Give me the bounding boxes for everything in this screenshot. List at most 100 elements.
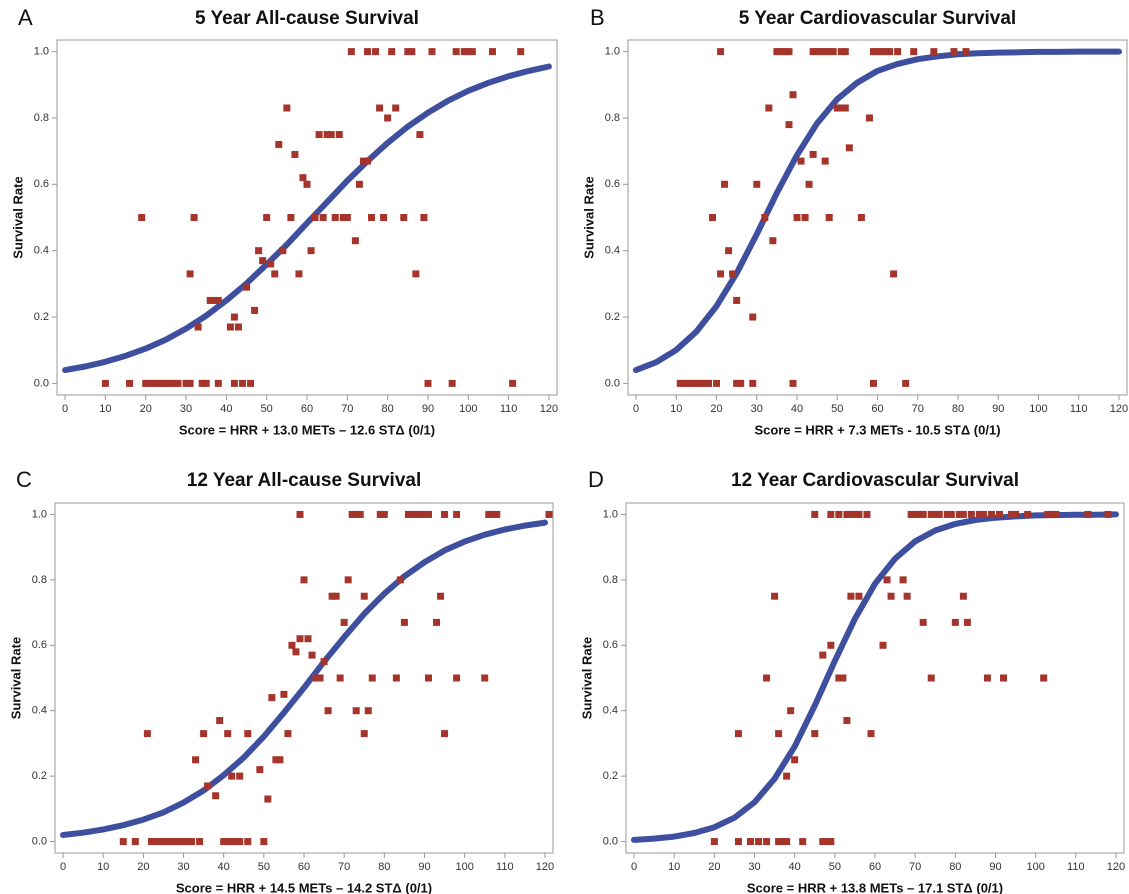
x-tick-label: 20 [710,403,722,415]
y-tick-label: 0.2 [34,311,49,323]
data-point [899,576,907,584]
data-point [843,717,851,725]
data-point [308,651,316,659]
y-tick-label: 0.2 [603,770,618,782]
x-tick-label: 70 [341,403,353,415]
data-point [907,510,915,518]
data-point [931,510,939,518]
x-tick-label: 40 [218,861,230,873]
data-point [328,592,336,600]
data-point [763,838,771,846]
data-point [264,795,272,803]
data-point [910,48,918,56]
data-point [468,48,476,56]
data-point [230,313,238,321]
data-point [911,510,919,518]
data-point [1052,510,1060,518]
plot-frame [627,39,1128,396]
fit-curve [62,63,552,374]
data-point [835,674,843,682]
data-point [236,838,244,846]
x-tick-label: 90 [989,861,1001,873]
x-tick-label: 10 [668,861,680,873]
data-point [845,144,853,152]
data-point [400,618,408,626]
y-tick-label: 1.0 [34,46,49,58]
data-point [983,674,991,682]
data-point [206,296,214,304]
y-tick-label: 0.0 [32,835,47,847]
data-point [220,838,228,846]
data-point [425,674,432,682]
data-point [243,283,251,291]
data-point [368,214,376,221]
y-tick-label: 1.0 [605,46,620,58]
data-point [755,838,763,846]
x-axis-label: Score = HRR + 7.3 METs - 10.5 STΔ (0/1) [754,422,1000,437]
data-point [874,48,881,56]
x-tick-label: 80 [382,403,394,415]
data-point [176,838,183,846]
y-tick-label: 0.0 [605,377,620,389]
x-tick-label: 10 [670,403,682,415]
data-point [268,694,276,702]
x-tick-label: 110 [1067,861,1085,873]
data-point [801,214,809,221]
plot-frame [56,39,558,396]
data-point [696,379,704,387]
data-point [351,237,359,245]
data-point [783,772,791,780]
data-point [847,592,855,600]
data-point [380,214,388,221]
data-point [950,48,958,56]
data-point [781,48,789,56]
y-axis-label: Survival Rate [10,176,25,258]
chart-title: 5 Year All-cause Survival [195,8,419,29]
data-point [192,756,200,764]
fit-curve [631,511,1119,843]
y-tick-label: 0.0 [603,835,618,847]
data-point [319,214,327,221]
data-point [182,379,190,387]
data-point [159,838,167,846]
y-tick-label: 0.8 [603,574,618,586]
y-tick-label: 0.6 [605,178,620,190]
data-point [789,379,797,387]
data-point [384,114,392,122]
data-point [363,157,371,165]
data-point [710,838,718,846]
data-point [775,838,783,846]
data-point [1084,510,1092,518]
data-point [380,510,388,518]
data-point [146,379,154,387]
y-tick-label: 0.2 [32,770,47,782]
data-point [147,838,155,846]
x-tick-label: 40 [791,403,803,415]
data-point [340,618,348,626]
x-tick-label: 80 [949,861,961,873]
data-point [688,379,696,387]
data-point [963,618,971,626]
data-point [867,730,875,738]
x-tick-label: 0 [60,861,66,873]
data-point [765,104,773,112]
data-point [283,104,291,112]
data-point [151,838,159,846]
y-tick-label: 0.6 [34,178,49,190]
data-point [198,379,206,387]
data-point [704,379,712,387]
data-point [809,150,817,158]
data-point [545,510,553,518]
data-point [890,270,898,278]
x-tick-label: 60 [871,403,883,415]
data-point [150,379,158,387]
x-tick-label: 20 [708,861,720,873]
data-point [797,157,805,165]
data-point [311,214,319,221]
data-point [166,379,174,387]
x-tick-label: 100 [455,861,473,873]
data-point [1024,510,1032,518]
data-point [224,730,232,738]
data-point [214,296,222,304]
data-point [839,674,847,682]
